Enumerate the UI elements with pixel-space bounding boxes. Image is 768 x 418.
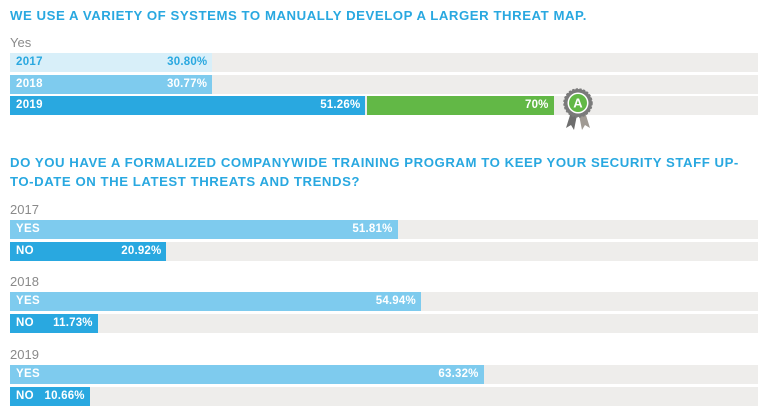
year-label-2019: 2019 — [10, 347, 39, 362]
bar-label-2019: 2019 — [16, 99, 43, 111]
chart1-track-2017: 2017 30.80% — [10, 53, 758, 72]
award-ribbon-icon: A — [562, 88, 593, 130]
bar-value-2017: 30.80% — [167, 56, 208, 68]
bar-label-2018-no: NO — [16, 316, 34, 329]
bar-2018: 2018 30.77% — [10, 74, 213, 94]
chart2-title-line1: DO YOU HAVE A FORMALIZED COMPANYWIDE TRA… — [10, 155, 739, 170]
chart1-subtitle: Yes — [10, 35, 32, 50]
track-2019-yes: YES 63.32% — [10, 365, 758, 384]
track-2017-no: NO 20.92% — [10, 241, 758, 261]
bar-2017-yes: YES 51.81% — [10, 220, 398, 239]
ribbon-left — [565, 112, 577, 130]
bar-value-2017-no: 20.92% — [121, 244, 162, 257]
bar-2019: 2019 51.26% — [10, 96, 366, 115]
bar-label-2017: 2017 — [16, 56, 43, 68]
badge-letter: A — [573, 96, 583, 111]
bar-value-2017-yes: 51.81% — [352, 223, 393, 235]
bar-label-2018-yes: YES — [16, 295, 40, 307]
benchmark-bar: 70% — [367, 96, 554, 115]
bar-2017: 2017 30.80% — [10, 53, 213, 72]
bar-label-2017-yes: YES — [16, 223, 40, 235]
year-label-2018: 2018 — [10, 274, 39, 289]
bar-label-2018: 2018 — [16, 77, 43, 90]
bar-label-2019-no: NO — [16, 389, 34, 402]
chart2-title: DO YOU HAVE A FORMALIZED COMPANYWIDE TRA… — [10, 153, 739, 191]
bar-label-2017-no: NO — [16, 244, 34, 257]
chart1-title: WE USE A VARIETY OF SYSTEMS TO MANUALLY … — [10, 8, 587, 23]
bar-2019-yes: YES 63.32% — [10, 365, 484, 384]
chart1-track-2018: 2018 30.77% — [10, 74, 758, 94]
bar-2018-no: NO 11.73% — [10, 313, 98, 333]
track-2017-yes: YES 51.81% — [10, 220, 758, 239]
badge-seal — [562, 88, 593, 118]
year-label-2017: 2017 — [10, 202, 39, 217]
bar-value-2019-no: 10.66% — [44, 389, 85, 402]
track-2018-yes: YES 54.94% — [10, 292, 758, 311]
bar-value-2019-yes: 63.32% — [438, 368, 479, 380]
bar-value-2018: 30.77% — [166, 77, 208, 90]
chart2-title-line2: TO-DATE ON THE LATEST THREATS AND TRENDS… — [10, 174, 361, 189]
chart1-track-2019: 2019 51.26% 70% — [10, 96, 758, 115]
track-2019-no: NO 10.66% — [10, 386, 758, 406]
benchmark-value: 70% — [524, 99, 549, 111]
bar-2019-no: NO 10.66% — [10, 386, 90, 406]
track-2018-no: NO 11.73% — [10, 313, 758, 333]
ribbon-right — [578, 112, 590, 130]
bar-2017-no: NO 20.92% — [10, 241, 167, 261]
bar-2018-yes: YES 54.94% — [10, 292, 421, 311]
bar-value-2019: 51.26% — [320, 99, 361, 111]
bar-value-2018-no: 11.73% — [53, 316, 93, 329]
bar-value-2018-yes: 54.94% — [375, 295, 416, 307]
bar-label-2019-yes: YES — [16, 368, 40, 380]
